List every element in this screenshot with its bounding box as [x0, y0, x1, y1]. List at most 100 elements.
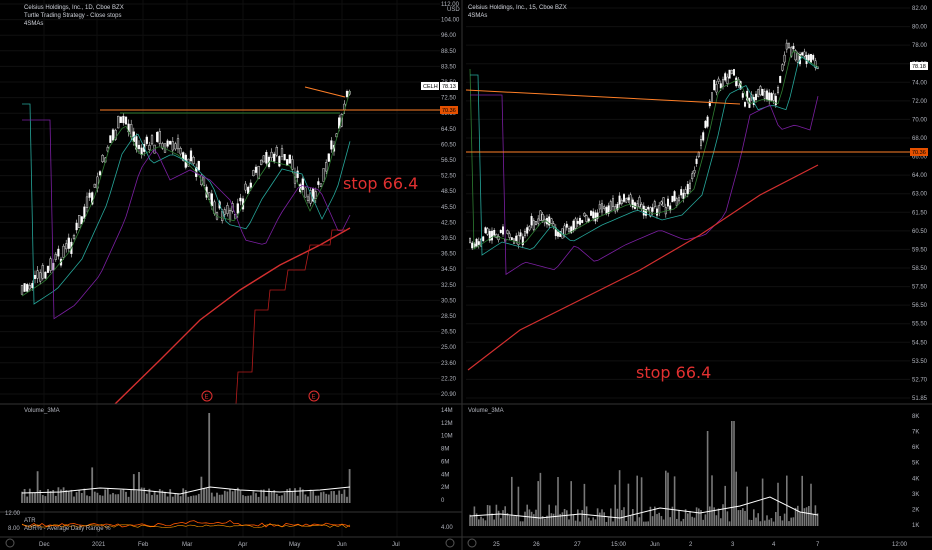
atr-tick-12: 12.00 — [5, 511, 21, 517]
left-time-label: May — [289, 542, 300, 548]
right-volume-bar — [625, 521, 627, 526]
right-candle — [658, 205, 661, 214]
left-candle — [39, 272, 42, 282]
right-candle — [755, 93, 758, 101]
left-candle — [296, 170, 299, 178]
left-volume-bar — [197, 493, 200, 503]
right-volume-bar — [693, 517, 696, 526]
right-candle — [524, 231, 527, 236]
right-stop-annotation: stop 66.4 — [636, 363, 711, 382]
right-candle — [521, 236, 524, 246]
right-volume-bar — [764, 520, 766, 526]
right-candle — [477, 241, 480, 245]
left-candle — [135, 136, 138, 150]
left-candle — [330, 140, 333, 150]
right-volume-bar — [768, 519, 770, 526]
right-candle — [475, 238, 478, 247]
right-volume-bar — [579, 521, 581, 526]
right-candles — [469, 39, 819, 250]
right-last-price-tag — [910, 62, 928, 70]
right-candle — [488, 230, 491, 241]
left-time-label: 2021 — [92, 542, 106, 548]
left-candle — [239, 197, 242, 202]
left-volume-bar — [346, 496, 348, 503]
right-volume-bar — [495, 504, 498, 526]
right-price-tick: 68.00 — [912, 136, 928, 142]
right-candle — [772, 93, 775, 101]
right-candle — [559, 231, 562, 237]
right-volume-bar — [506, 513, 509, 526]
left-volume-bar — [83, 488, 86, 503]
left-candle — [26, 284, 29, 292]
left-volume-bar — [322, 491, 325, 503]
right-volume-bar — [814, 505, 817, 526]
left-candle — [119, 116, 122, 123]
left-volume-bar — [21, 491, 23, 503]
left-price-tick: 56.50 — [441, 158, 457, 164]
left-candle — [304, 187, 307, 198]
right-candle — [557, 231, 560, 237]
right-sma-slow — [470, 94, 819, 276]
right-candle — [737, 79, 740, 86]
right-candle — [796, 52, 799, 63]
left-candle — [228, 209, 232, 220]
right-candle — [565, 223, 568, 228]
left-volume-bar — [234, 489, 237, 503]
right-candle — [788, 43, 791, 48]
left-trend-line[interactable] — [304, 86, 346, 98]
left-atr-lines — [21, 519, 351, 528]
right-volume-bar — [733, 421, 735, 526]
left-volume-bar — [52, 489, 55, 503]
right-candle — [713, 79, 716, 91]
left-last-price: 78.13 — [442, 84, 456, 90]
right-volume-bar — [504, 506, 506, 526]
left-settings-icon[interactable] — [445, 538, 455, 548]
left-stop-price-tag — [440, 106, 458, 114]
left-volume-bar — [229, 489, 231, 503]
right-timezone-icon[interactable] — [467, 538, 477, 548]
earnings-marker-2[interactable] — [308, 390, 320, 402]
left-volume-bar — [34, 492, 36, 503]
left-volume-bar — [140, 487, 143, 503]
right-volume-bar — [691, 516, 693, 526]
right-candle — [653, 201, 656, 207]
right-candle — [728, 69, 731, 79]
atr-line — [21, 519, 351, 528]
right-volume-bar — [539, 472, 542, 526]
right-volume-bar — [524, 511, 526, 526]
right-volume-bar — [585, 506, 588, 526]
right-volume-bar — [557, 477, 559, 526]
left-volume-bar — [41, 495, 44, 503]
left-volume-bar — [60, 489, 62, 503]
right-trend-line[interactable] — [465, 89, 741, 105]
left-price-tick: 112.00 — [441, 2, 460, 8]
right-price-tick: 66.00 — [912, 155, 928, 161]
earnings-marker-1[interactable] — [201, 390, 213, 402]
left-candle — [319, 183, 323, 187]
right-volume-bar — [799, 512, 801, 526]
left-price-tick: 42.50 — [441, 220, 457, 226]
left-candle — [88, 192, 91, 198]
right-volume-bar — [671, 506, 674, 526]
right-candle — [783, 54, 786, 63]
left-volume-bar — [28, 488, 31, 503]
left-volume-tick: 6M — [441, 459, 449, 465]
right-volume-bar — [583, 483, 586, 526]
right-price-tick: 80.00 — [912, 25, 928, 31]
right-volume-bar — [667, 472, 669, 526]
left-volume-bar — [57, 487, 60, 503]
timezone-icon[interactable] — [5, 538, 15, 548]
right-volume-bar — [665, 470, 667, 526]
left-candle — [33, 275, 37, 279]
left-volume-bar — [335, 494, 338, 503]
right-candle — [486, 228, 489, 235]
right-candle — [627, 197, 630, 201]
left-volume-bar — [112, 492, 114, 503]
left-volume-bar — [268, 488, 270, 503]
right-candle — [506, 230, 509, 234]
left-candle — [72, 235, 76, 239]
left-candle — [236, 203, 239, 214]
right-candle — [746, 90, 749, 101]
right-time-label: 2 — [689, 542, 693, 548]
right-candle — [528, 226, 531, 231]
